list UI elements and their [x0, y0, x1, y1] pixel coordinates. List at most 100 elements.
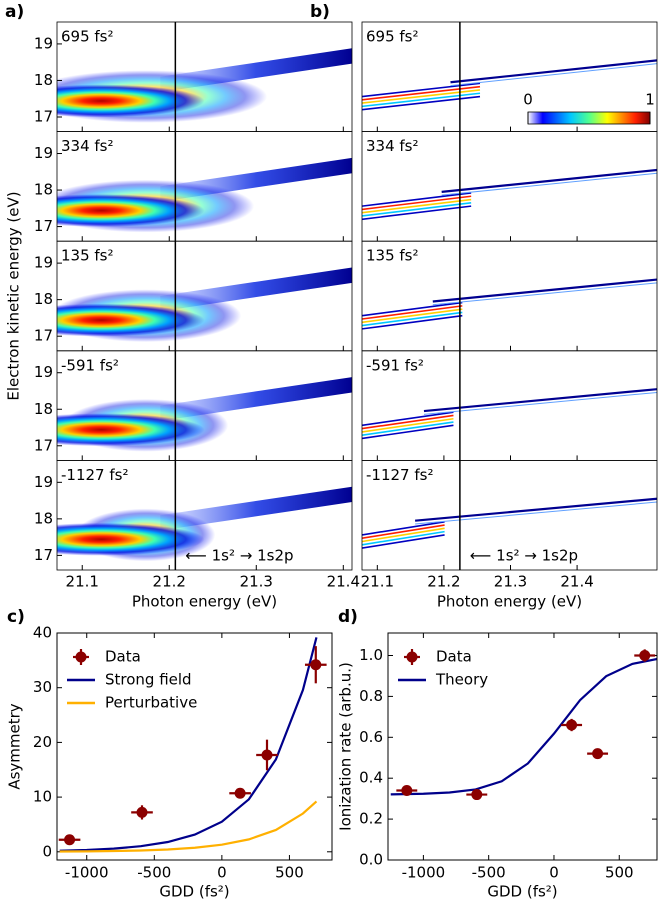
- low-stripe: [362, 424, 454, 440]
- legend-label: Data: [105, 648, 141, 666]
- low-stripe: [362, 421, 454, 436]
- y-tick-label: 19: [34, 254, 53, 272]
- y-tick-label: 20: [33, 733, 52, 751]
- y-tick-label: 19: [34, 34, 53, 52]
- gdd-label: 135 fs²: [366, 247, 419, 265]
- x-tick-label: 21.4: [327, 573, 360, 591]
- high-stripe-edge: [423, 391, 657, 415]
- x-tick-label: 0: [217, 864, 227, 882]
- gdd-label: 334 fs²: [366, 137, 419, 155]
- x-tick-label: 0: [549, 864, 559, 882]
- image: [362, 168, 657, 221]
- gdd-label: -1127 fs²: [366, 466, 433, 484]
- data-point: [401, 784, 413, 796]
- low-stripe: [362, 192, 472, 207]
- y-tick-label: 1.0: [359, 646, 383, 664]
- low-stripe: [362, 414, 454, 430]
- main-band: [57, 303, 205, 337]
- y-tick-label: 19: [34, 363, 53, 381]
- upper-band: [160, 486, 352, 531]
- x-tick-label: 21.3: [240, 573, 273, 591]
- high-stripe-edge: [450, 63, 657, 87]
- y-tick-label: 18: [34, 400, 53, 418]
- low-stripe: [362, 195, 472, 211]
- image: [57, 157, 352, 233]
- gdd-label: 695 fs²: [366, 28, 419, 46]
- x-tick-label: -1000: [65, 864, 109, 882]
- low-stripe: [362, 534, 445, 549]
- x-tick-label: 500: [275, 864, 304, 882]
- data-point: [566, 719, 578, 731]
- x-axis-label: GDD (fs²): [487, 883, 557, 901]
- curve: [59, 800, 318, 853]
- image: [362, 388, 657, 440]
- data-point: [136, 806, 148, 818]
- data-point: [64, 834, 76, 846]
- image: [57, 48, 352, 123]
- image: [57, 267, 352, 343]
- low-stripe: [362, 520, 445, 536]
- y-tick-label: 40: [33, 624, 52, 642]
- high-stripe: [441, 168, 657, 193]
- y-tick-label: 0.2: [359, 810, 383, 828]
- high-stripe-edge: [415, 501, 657, 525]
- annotation: ⟵ 1s² → 1s2p: [470, 547, 578, 565]
- y-tick-label: 18: [34, 181, 53, 199]
- panel-label: b): [310, 2, 330, 22]
- y-tick-label: 0.8: [359, 687, 383, 705]
- annotation: ⟵ 1s² → 1s2p: [185, 547, 293, 565]
- y-tick-label: 18: [34, 290, 53, 308]
- subplot: -591 fs² 17 18 19: [34, 350, 353, 461]
- low-stripe: [362, 524, 445, 540]
- low-stripe: [362, 89, 481, 104]
- y-tick-label: 10: [33, 788, 52, 806]
- x-tick-label: 21.2: [153, 573, 186, 591]
- high-stripe: [432, 278, 657, 303]
- gdd-label: 334 fs²: [61, 137, 114, 155]
- subplot: -1127 fs²: [361, 459, 658, 571]
- low-stripe: [362, 301, 463, 317]
- legend-label: Perturbative: [105, 694, 197, 712]
- gdd-label: -591 fs²: [61, 356, 119, 374]
- subplot: -1127 fs² 17 18 19: [34, 459, 353, 571]
- x-tick-label: -500: [137, 864, 171, 882]
- y-tick-label: 17: [34, 436, 53, 454]
- panel-label: a): [5, 2, 24, 22]
- main-band: [57, 522, 205, 556]
- high-stripe: [450, 59, 657, 84]
- y-tick-label: 18: [34, 71, 53, 89]
- x-tick-label: 500: [605, 864, 634, 882]
- low-stripe: [362, 205, 472, 221]
- y-tick-label: 17: [34, 217, 53, 235]
- gdd-label: 695 fs²: [61, 28, 114, 46]
- y-tick-label: 17: [34, 327, 53, 345]
- low-stripe: [362, 308, 463, 324]
- image: [362, 278, 657, 330]
- data-point: [471, 789, 483, 801]
- legend-label: Strong field: [105, 671, 192, 689]
- y-tick-label: 0.6: [359, 728, 383, 746]
- low-stripe: [362, 530, 445, 546]
- data-point: [592, 748, 604, 760]
- low-stripe: [362, 527, 445, 543]
- low-stripe: [362, 305, 463, 320]
- x-axis-label: Photon energy (eV): [132, 593, 277, 611]
- image: [57, 377, 352, 452]
- main-band: [57, 194, 205, 227]
- gdd-label: -591 fs²: [366, 356, 424, 374]
- image: [362, 497, 657, 549]
- image: [362, 59, 657, 111]
- subplot: 334 fs²: [361, 131, 658, 242]
- y-axis-label: Asymmetry: [6, 703, 24, 789]
- legend-swatch: [406, 651, 418, 663]
- axes-frame: [387, 632, 658, 861]
- x-tick-label: 21.2: [427, 573, 460, 591]
- y-tick-label: 17: [34, 546, 53, 564]
- data-point: [234, 787, 246, 799]
- x-tick-label: 21.3: [494, 573, 527, 591]
- high-stripe: [423, 388, 657, 413]
- low-stripe: [362, 311, 463, 327]
- y-axis-label: Ionization rate (arb.u.): [337, 662, 355, 831]
- y-tick-label: 19: [34, 144, 53, 162]
